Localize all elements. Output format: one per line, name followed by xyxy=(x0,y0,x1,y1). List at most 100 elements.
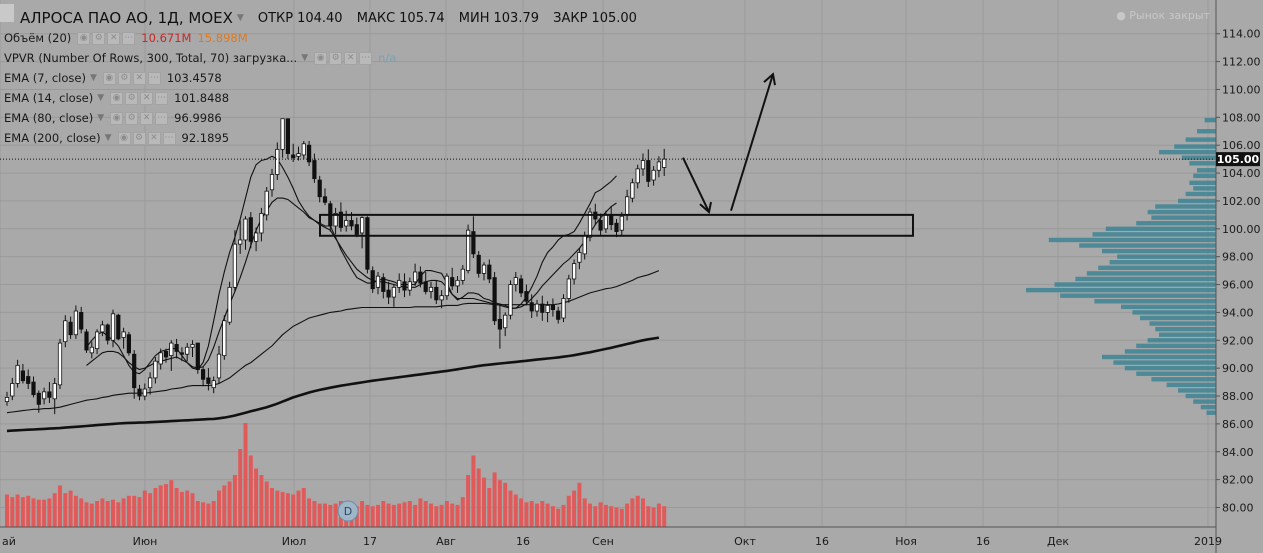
gear-icon[interactable]: ⚙ xyxy=(329,51,343,65)
close-icon[interactable]: ✕ xyxy=(140,91,154,105)
gear-icon[interactable]: ⚙ xyxy=(125,111,139,125)
candle xyxy=(222,315,227,360)
candle xyxy=(619,212,624,236)
price-tick-label: 100.00 xyxy=(1222,223,1261,236)
market-status: ● Рынок закрыт xyxy=(1116,9,1210,22)
candle xyxy=(174,338,179,359)
candle xyxy=(397,273,402,293)
volume-profile-row xyxy=(1189,161,1216,166)
time-axis[interactable]: ай Июн Июл 17 Авг 16 Сен Окт 16 Ноя 16 Дек 2019 xyxy=(0,526,1222,548)
indicator-buttons[interactable]: ◉ ⚙ ✕ ⋯ xyxy=(77,31,136,45)
volume-profile-row xyxy=(1102,248,1216,254)
price-axis[interactable]: 80.00 82.00 84.00 86.00 88.00 90.00 92.00 94.00… xyxy=(1215,0,1261,553)
symbol-title[interactable]: АЛРОСА ПАО АО, 1Д, MOEX xyxy=(20,9,233,27)
chevron-down-icon[interactable]: ▼ xyxy=(236,13,244,23)
more-icon[interactable]: ⋯ xyxy=(147,71,161,85)
candle xyxy=(248,212,253,249)
candle xyxy=(434,280,439,305)
gear-icon[interactable]: ⚙ xyxy=(125,91,139,105)
ema-line xyxy=(86,155,617,375)
candle xyxy=(137,384,142,401)
indicator-buttons[interactable]: ◉ ⚙ ✕ ⋯ xyxy=(110,111,169,125)
more-icon[interactable]: ⋯ xyxy=(359,51,373,65)
volume-bar xyxy=(439,504,444,527)
more-icon[interactable]: ⋯ xyxy=(162,131,176,145)
indicator-row-ema14[interactable]: EMA (14, close) ▼ ◉ ⚙ ✕ ⋯ 101.8488 xyxy=(4,88,229,108)
eye-icon[interactable]: ◉ xyxy=(77,31,91,45)
volume-bar xyxy=(26,495,31,527)
eye-icon[interactable]: ◉ xyxy=(110,91,124,105)
close-icon[interactable]: ✕ xyxy=(140,111,154,125)
gear-icon[interactable]: ⚙ xyxy=(117,71,131,85)
volume-bar xyxy=(651,507,656,527)
close-icon[interactable]: ✕ xyxy=(147,131,161,145)
price-tick-label: 110.00 xyxy=(1222,83,1261,96)
chevron-down-icon[interactable]: ▼ xyxy=(89,73,97,83)
volume-bar xyxy=(285,493,290,527)
close-icon[interactable]: ✕ xyxy=(132,71,146,85)
candle xyxy=(227,281,232,325)
volume-profile-row xyxy=(1193,173,1216,179)
volume-profile-row xyxy=(1136,221,1216,226)
eye-icon[interactable]: ◉ xyxy=(102,71,116,85)
indicator-row-vpvr[interactable]: VPVR (Number Of Rows, 300, Total, 70) за… xyxy=(4,48,396,68)
indicator-row-volume[interactable]: Объём (20) ◉ ⚙ ✕ ⋯ 10.671M 15.898M xyxy=(4,28,248,48)
eye-icon[interactable]: ◉ xyxy=(314,51,328,65)
volume-bar xyxy=(370,506,375,527)
candle xyxy=(132,350,137,399)
volume-bar xyxy=(407,501,412,527)
volume-profile-row xyxy=(1155,204,1216,209)
rectangle-zone xyxy=(319,213,914,237)
candle xyxy=(63,315,68,348)
gear-icon[interactable]: ⚙ xyxy=(92,31,106,45)
indicator-label: Объём (20) xyxy=(4,31,72,45)
chevron-down-icon[interactable]: ▼ xyxy=(301,53,309,63)
candle xyxy=(572,259,577,285)
event-marker[interactable]: D xyxy=(337,500,359,522)
candle xyxy=(651,166,656,186)
close-icon[interactable]: ✕ xyxy=(107,31,121,45)
volume-profile-row xyxy=(1181,155,1216,160)
collapse-handle[interactable] xyxy=(0,4,14,22)
chevron-down-icon[interactable]: ▼ xyxy=(97,113,105,123)
time-tick-label: Ноя xyxy=(895,535,917,548)
chevron-down-icon[interactable]: ▼ xyxy=(97,93,105,103)
candle xyxy=(291,143,296,162)
candle xyxy=(556,306,561,324)
drawings[interactable] xyxy=(319,72,914,237)
volume-bar xyxy=(572,490,577,527)
price-tick-label: 84.00 xyxy=(1222,446,1254,459)
volume-profile-row xyxy=(1094,299,1216,304)
indicator-buttons[interactable]: ◉ ⚙ ✕ ⋯ xyxy=(314,51,373,65)
volume-bar xyxy=(423,501,428,527)
volume-profile-row xyxy=(1124,365,1216,371)
more-icon[interactable]: ⋯ xyxy=(155,111,169,125)
indicator-buttons[interactable]: ◉ ⚙ ✕ ⋯ xyxy=(102,71,161,85)
indicator-row-ema7[interactable]: EMA (7, close) ▼ ◉ ⚙ ✕ ⋯ 103.4578 xyxy=(4,68,222,88)
volume-bar xyxy=(15,494,20,527)
price-tick-label: 102.00 xyxy=(1222,195,1261,208)
volume-bar xyxy=(105,501,110,527)
indicator-row-ema200[interactable]: EMA (200, close) ▼ ◉ ⚙ ✕ ⋯ 92.1895 xyxy=(4,128,229,148)
candle xyxy=(428,281,434,299)
volume-bar xyxy=(89,503,94,527)
volume-bar xyxy=(47,498,52,527)
indicator-buttons[interactable]: ◉ ⚙ ✕ ⋯ xyxy=(110,91,169,105)
candle xyxy=(216,345,222,384)
chevron-down-icon[interactable]: ▼ xyxy=(104,133,112,143)
more-icon[interactable]: ⋯ xyxy=(122,31,136,45)
volume-bar xyxy=(503,482,508,527)
dividend-marker-label: D xyxy=(344,505,352,518)
indicator-row-ema80[interactable]: EMA (80, close) ▼ ◉ ⚙ ✕ ⋯ 96.9986 xyxy=(4,108,222,128)
close-icon[interactable]: ✕ xyxy=(344,51,358,65)
indicator-buttons[interactable]: ◉ ⚙ ✕ ⋯ xyxy=(117,131,176,145)
gear-icon[interactable]: ⚙ xyxy=(132,131,146,145)
eye-icon[interactable]: ◉ xyxy=(110,111,124,125)
volume-bar xyxy=(603,504,608,527)
volume-bar xyxy=(280,491,285,527)
more-icon[interactable]: ⋯ xyxy=(155,91,169,105)
time-tick-label: Июн xyxy=(133,535,158,548)
volume-profile-row xyxy=(1204,117,1216,123)
eye-icon[interactable]: ◉ xyxy=(117,131,131,145)
